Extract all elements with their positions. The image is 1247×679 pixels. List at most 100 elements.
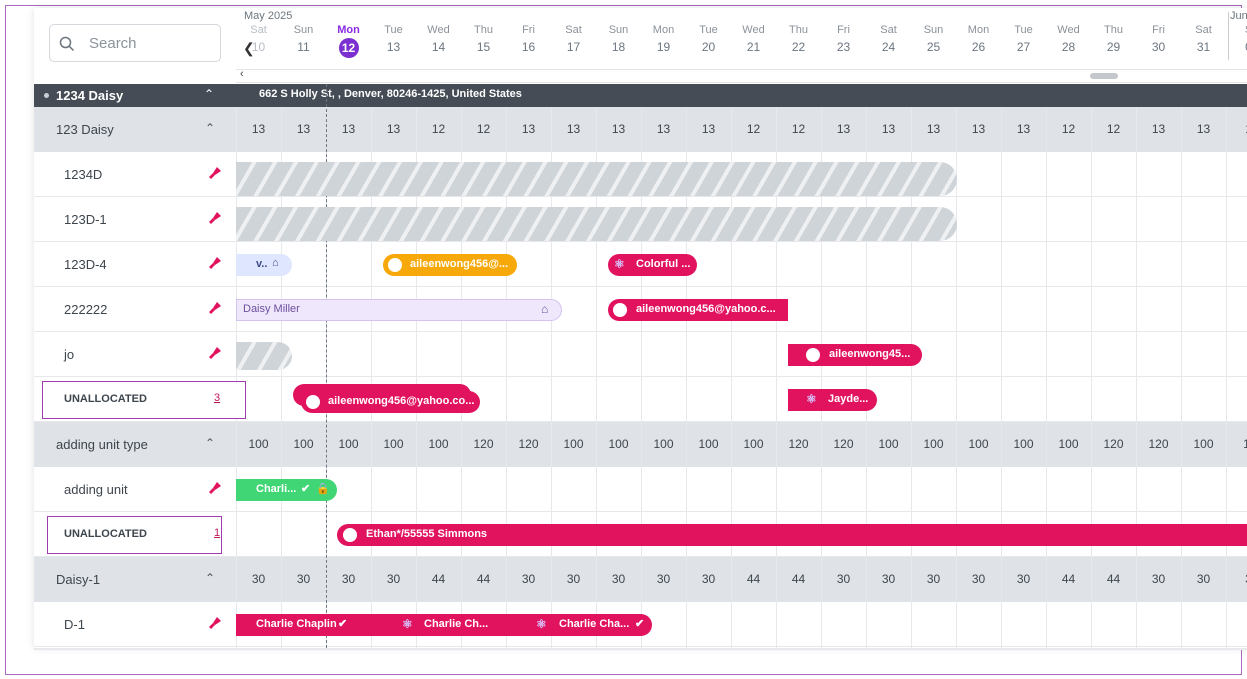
scroll-left-icon[interactable]: ‹ <box>240 68 244 80</box>
bullet-icon <box>44 93 49 98</box>
unallocated-count-link[interactable]: 1 <box>214 527 221 539</box>
home-icon: ⌂ <box>541 302 549 316</box>
blocked-period-bar[interactable] <box>236 342 292 370</box>
day-header[interactable]: Mon 19 <box>641 24 686 54</box>
unallocated-count-link[interactable]: 3 <box>214 392 221 404</box>
booking-bar[interactable]: aileenwong456@yahoo.c... <box>608 299 788 321</box>
booking-bar[interactable]: aileenwong456@... <box>383 254 517 276</box>
day-number: 25 <box>926 40 941 54</box>
day-name: Tue <box>1014 24 1033 36</box>
availability-count: 30 <box>1151 572 1166 586</box>
availability-count: 44 <box>1061 572 1076 586</box>
availability-count: 12 <box>791 122 806 136</box>
grid-line <box>1136 107 1137 648</box>
cleaning-brush-icon[interactable] <box>208 301 222 320</box>
booking-bar[interactable]: ⚛ Charlie Cha... ✔ <box>517 614 652 636</box>
channel-icon: ⚛ <box>806 392 817 406</box>
day-header[interactable]: Wed 28 <box>1046 24 1091 54</box>
unit-type-name: adding unit type <box>56 437 148 452</box>
chevron-up-icon[interactable]: ⌃ <box>205 571 216 585</box>
cleaning-brush-icon[interactable] <box>208 166 222 185</box>
day-header[interactable]: Tue 20 <box>686 24 731 54</box>
day-header[interactable]: Sun 11 <box>281 24 326 54</box>
availability-count: 100 <box>1013 437 1034 451</box>
horizontal-scrollbar[interactable]: ‹ <box>236 68 1247 83</box>
guest-avatar-icon <box>343 528 357 542</box>
booking-label: aileenwong456@... <box>410 258 509 270</box>
day-header[interactable]: Thu 22 <box>776 24 821 54</box>
day-header[interactable]: Sat 17 <box>551 24 596 54</box>
day-header[interactable]: S0 <box>1226 24 1247 54</box>
unit-row: 1234D <box>34 152 1247 197</box>
availability-count: 13 <box>836 122 851 136</box>
day-header[interactable]: Fri 30 <box>1136 24 1181 54</box>
booking-label: Charlie Cha... <box>559 618 630 630</box>
search-box[interactable]: Search <box>49 24 221 62</box>
booking-bar[interactable]: Charlie Chaplin ✔ <box>236 614 383 636</box>
cleaning-brush-icon[interactable] <box>208 211 222 230</box>
booking-label: Jayde... <box>828 393 869 405</box>
day-header[interactable]: Tue 13 <box>371 24 416 54</box>
grid-line <box>1226 107 1227 648</box>
cleaning-brush-icon[interactable] <box>208 481 222 500</box>
day-header[interactable]: Wed 21 <box>731 24 776 54</box>
booking-bar[interactable]: Charli... ✔ 🔒 <box>236 479 337 501</box>
day-header[interactable]: Tue 27 <box>1001 24 1046 54</box>
availability-count: 13 <box>341 122 356 136</box>
day-header[interactable]: Fri 23 <box>821 24 866 54</box>
booking-bar[interactable]: v.. ⌂ <box>236 254 292 276</box>
booking-bar[interactable]: ⚛ Colorful ... <box>608 254 697 276</box>
chevron-up-icon[interactable]: ⌃ <box>205 436 216 450</box>
property-name: 1234 Daisy <box>56 88 124 103</box>
chevron-up-icon[interactable]: ⌃ <box>204 87 215 101</box>
cleaning-brush-icon[interactable] <box>208 256 222 275</box>
booking-bar[interactable]: Daisy Miller ⌂ <box>236 299 562 321</box>
day-name: Wed <box>742 24 765 36</box>
channel-icon: ⚛ <box>402 617 413 631</box>
day-name: Mon <box>337 24 360 36</box>
day-name: S <box>1226 24 1247 38</box>
day-header[interactable]: Sat 10 <box>236 24 281 54</box>
day-header[interactable]: Sun 18 <box>596 24 641 54</box>
day-header[interactable]: Sun 25 <box>911 24 956 54</box>
prev-week-icon[interactable]: ❮ <box>243 40 255 56</box>
day-number: 22 <box>791 40 806 54</box>
day-header[interactable]: Thu 29 <box>1091 24 1136 54</box>
unit-row: 222222 <box>34 287 1247 332</box>
day-header[interactable]: Thu 15 <box>461 24 506 54</box>
booking-bar[interactable]: Ethan*/55555 Simmons <box>337 524 1247 546</box>
unallocated-box[interactable]: UNALLOCATED 3 <box>42 381 246 419</box>
scrollbar-thumb[interactable] <box>1090 73 1118 79</box>
guest-avatar-icon <box>806 348 820 362</box>
availability-count: 3 <box>1226 572 1247 586</box>
blocked-period-bar[interactable] <box>236 162 957 196</box>
booking-bar[interactable]: aileenwong456@yahoo.co... <box>301 391 480 413</box>
property-header[interactable]: 1234 Daisy ⌃ 662 S Holly St, , Denver, 8… <box>34 84 1247 107</box>
day-header[interactable]: Mon 12 <box>326 24 371 58</box>
booking-bar[interactable]: aileenwong45... <box>788 344 922 366</box>
day-header[interactable]: Sat 31 <box>1181 24 1226 54</box>
booking-bar[interactable]: ⚛ Charlie Ch... <box>383 614 517 636</box>
cleaning-brush-icon[interactable] <box>208 616 222 635</box>
booking-bar[interactable]: ⚛ Jayde... <box>788 389 877 411</box>
booking-label: Charlie Ch... <box>424 618 489 630</box>
channel-icon: ⚛ <box>614 257 625 271</box>
blocked-period-bar[interactable] <box>236 207 957 241</box>
availability-count: 12 <box>431 122 446 136</box>
day-header[interactable]: Sat 24 <box>866 24 911 54</box>
unit-type-name: 123 Daisy <box>56 122 114 137</box>
unallocated-row <box>34 377 1247 422</box>
cleaning-brush-icon[interactable] <box>208 346 222 365</box>
day-header[interactable]: Mon 26 <box>956 24 1001 54</box>
search-input[interactable]: Search <box>89 35 137 52</box>
booking-label: Colorful ... <box>636 258 691 270</box>
day-name: Fri <box>522 24 535 36</box>
day-header[interactable]: Fri 16 <box>506 24 551 54</box>
chevron-up-icon[interactable]: ⌃ <box>205 121 216 135</box>
grid-line <box>1181 107 1182 648</box>
guest-avatar-icon <box>306 395 320 409</box>
check-icon: ✔ <box>338 618 348 630</box>
availability-count: 30 <box>926 572 941 586</box>
unallocated-box[interactable]: UNALLOCATED 1 <box>47 516 222 554</box>
day-header[interactable]: Wed 14 <box>416 24 461 54</box>
